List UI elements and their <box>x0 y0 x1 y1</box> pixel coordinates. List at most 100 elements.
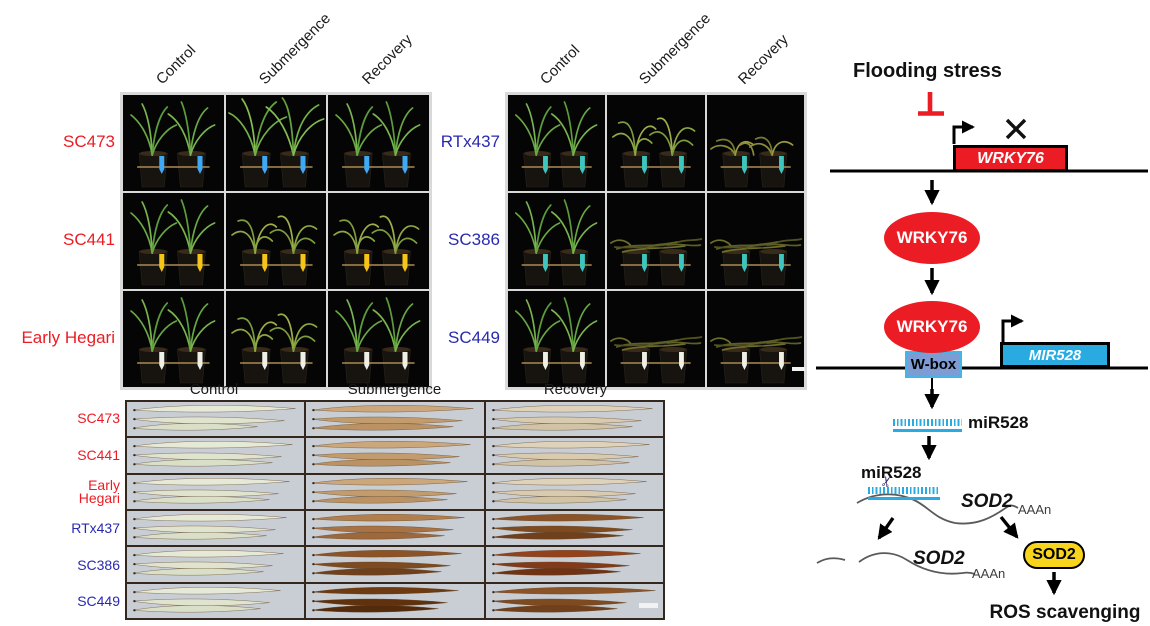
photo-cell <box>123 193 224 289</box>
column-header: Control <box>189 381 239 398</box>
leaf-cell <box>485 474 663 509</box>
pot-tag <box>159 352 165 370</box>
genotype-label: Early Hegari <box>20 478 120 506</box>
wbox-box: W-box <box>905 351 962 378</box>
genotype-label: SC386 <box>20 558 120 572</box>
mirna-duplex-bar <box>868 487 940 500</box>
pot-tag <box>364 254 370 272</box>
mir528-label: miR528 <box>968 413 1029 432</box>
pot-tag <box>300 254 306 272</box>
column-header: Recovery <box>543 381 608 398</box>
blocked-cross-icon <box>1005 118 1027 140</box>
leaf-cell <box>485 510 663 546</box>
photo-cell <box>607 95 705 191</box>
sod2-mrna-label: SOD2 <box>961 491 1013 512</box>
cleavage-arrow <box>877 517 895 540</box>
genotype-label-line: SC441 <box>77 446 120 463</box>
wrky76-gene-box: WRKY76 <box>953 145 1068 172</box>
plant-photo-svg <box>328 291 429 387</box>
genotype-label-line: Hegari <box>78 489 120 506</box>
genotype-label: SC441 <box>20 446 120 463</box>
leaf-cell <box>485 547 663 582</box>
plant-photo-svg <box>123 193 224 289</box>
mirna-duplex-bar <box>893 419 962 432</box>
pot-tag <box>300 156 306 174</box>
plant-photo-svg <box>508 193 606 289</box>
leaf-cell <box>127 583 305 618</box>
leaf-cell <box>306 438 484 473</box>
pot-tag <box>741 254 747 272</box>
leaf-cell <box>306 547 484 582</box>
pot-tag <box>679 156 685 174</box>
plant-photo-svg <box>225 193 327 289</box>
pathway-diagram: Flooding stress WRKY76 WRKY76 WRKY76 W-b… <box>815 55 1150 626</box>
genotype-label: Early Hegari <box>21 328 115 347</box>
plant-photo-svg <box>607 291 705 387</box>
leaf-cell <box>306 583 484 618</box>
transcription-arrow-icon <box>952 120 975 144</box>
pot-tag <box>543 156 548 174</box>
cleaved-mrna-curve <box>816 552 976 575</box>
column-header: Submergence <box>347 381 442 398</box>
genotype-label: SC449 <box>448 328 500 347</box>
plant-photo-svg <box>328 95 429 191</box>
pot-tag <box>364 156 370 174</box>
photo-cell <box>508 291 606 387</box>
pot-tag <box>642 352 648 370</box>
pot-tag <box>642 156 648 174</box>
photo-cell <box>706 193 804 289</box>
plant-photo-svg <box>706 291 804 387</box>
genotype-label: RTx437 <box>440 132 500 151</box>
pot-tag <box>543 254 548 272</box>
genotype-label-line: SC449 <box>77 593 120 610</box>
leaf-photo-svg <box>491 477 647 504</box>
plant-photo-svg <box>225 95 327 191</box>
photo-cell <box>328 291 429 387</box>
leaf-photo-svg <box>491 441 650 467</box>
scale-bar <box>792 367 805 371</box>
pot-tag <box>679 254 685 272</box>
leaf-photo-svg <box>132 477 290 504</box>
pot-tag <box>679 352 685 370</box>
scale-bar <box>639 603 658 608</box>
leaf-photo-svg <box>312 550 462 576</box>
leaf-photo-svg <box>491 405 653 431</box>
pot-tag <box>261 156 267 174</box>
wrky76-protein-oval: WRKY76 <box>884 212 980 264</box>
transcription-arrow-icon <box>1001 314 1024 343</box>
pots <box>138 150 206 188</box>
genotype-label: SC441 <box>63 230 115 249</box>
sod2-protein-pill: SOD2 <box>1023 541 1085 569</box>
pot-tag <box>300 352 306 370</box>
plant-photo-svg <box>225 291 327 387</box>
polya-label: AAAn <box>972 566 1006 581</box>
leaf-cell <box>127 474 305 509</box>
plant-photo-svg <box>607 95 705 191</box>
leaf-cell <box>306 402 484 437</box>
pot-tag <box>778 254 784 272</box>
leaf-photo-svg <box>312 586 459 613</box>
leaf-grid <box>125 400 665 620</box>
pot-tag <box>580 156 585 174</box>
genotype-label-line: SC473 <box>77 409 120 426</box>
pot-tag <box>778 352 784 370</box>
pot-tag <box>642 254 648 272</box>
leaf-photo-svg <box>491 514 644 540</box>
photo-cell <box>328 95 429 191</box>
leaf-photo-svg <box>312 441 471 467</box>
pot-tag <box>261 352 267 370</box>
genotype-label: SC386 <box>448 230 500 249</box>
polya-label: AAAn <box>1018 502 1052 517</box>
leaf-photo-svg <box>312 477 468 504</box>
pot-tag <box>197 156 203 174</box>
plant-photo-svg <box>123 291 224 387</box>
leaf-cell <box>306 510 484 546</box>
inhibition-icon <box>918 92 944 116</box>
pot-tag <box>197 254 203 272</box>
pot-tag <box>261 254 267 272</box>
leaf-cell <box>127 438 305 473</box>
pots <box>721 248 787 286</box>
